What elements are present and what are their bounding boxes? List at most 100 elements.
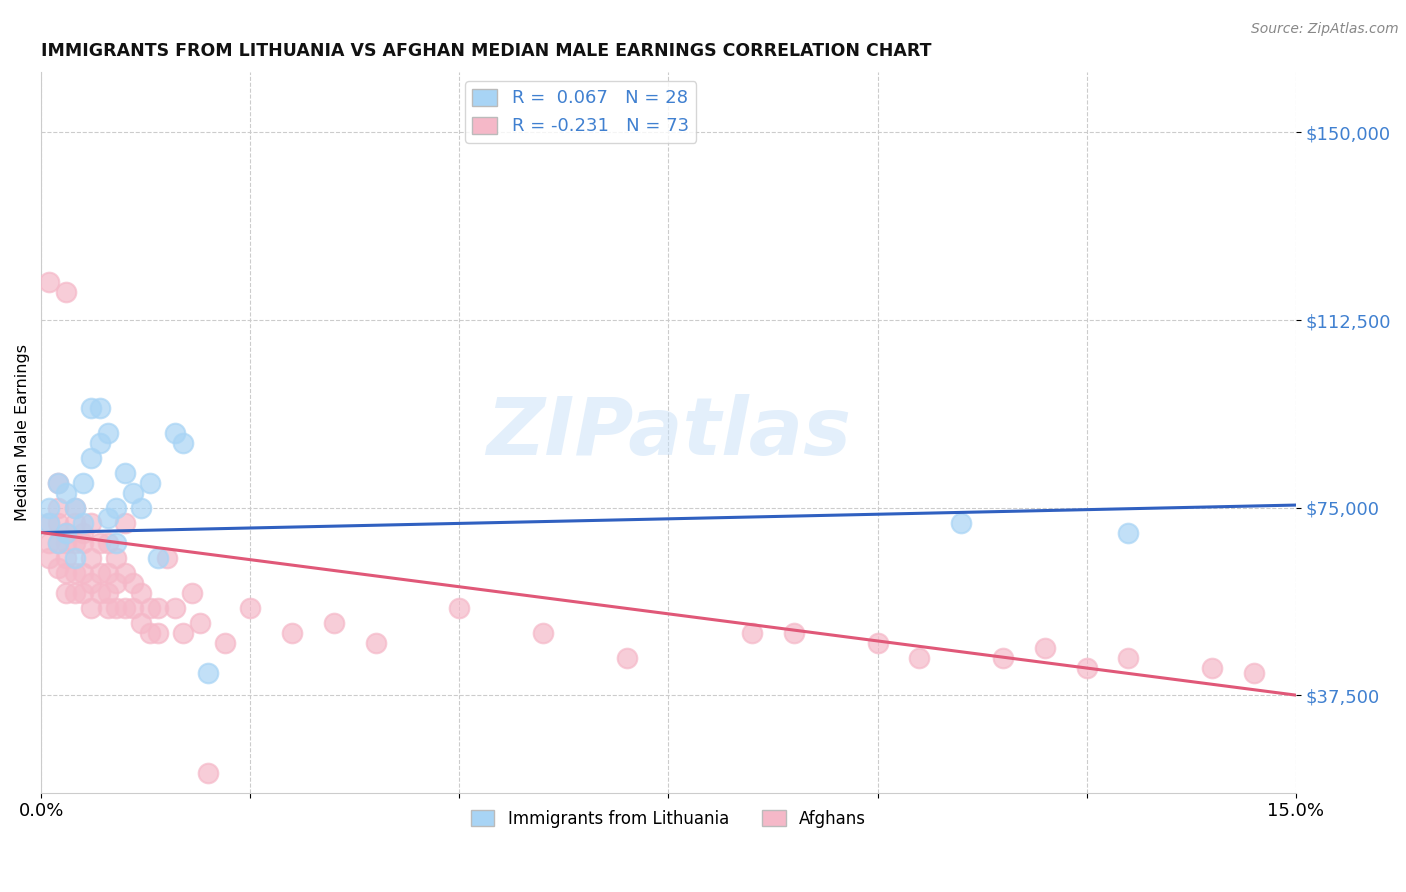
Point: [89, 401, 111, 415]
Point: [46, 516, 69, 530]
Point: [55, 585, 77, 599]
Point: [139, 475, 162, 490]
Point: [63, 566, 86, 580]
Point: [97, 600, 120, 615]
Point: [322, 615, 344, 630]
Point: [80, 450, 103, 465]
Point: [139, 600, 162, 615]
Point: [72, 535, 94, 549]
Point: [55, 525, 77, 540]
Point: [197, 765, 219, 780]
Point: [188, 615, 211, 630]
Point: [122, 575, 145, 590]
Point: [866, 635, 889, 649]
Point: [1243, 665, 1265, 680]
Point: [97, 535, 120, 549]
Point: [80, 600, 103, 615]
Point: [55, 525, 77, 540]
Point: [155, 550, 177, 565]
Point: [197, 665, 219, 680]
Point: [783, 625, 806, 640]
Point: [80, 575, 103, 590]
Point: [105, 550, 128, 565]
Point: [46, 475, 69, 490]
Point: [97, 585, 120, 599]
Point: [1201, 660, 1223, 674]
Point: [38, 276, 60, 290]
Y-axis label: Median Male Earnings: Median Male Earnings: [15, 344, 30, 521]
Point: [364, 635, 387, 649]
Point: [148, 625, 170, 640]
Point: [80, 401, 103, 415]
Point: [89, 566, 111, 580]
Point: [55, 485, 77, 500]
Point: [72, 525, 94, 540]
Point: [1076, 660, 1098, 674]
Point: [148, 600, 170, 615]
Point: [63, 500, 86, 515]
Point: [46, 535, 69, 549]
Point: [114, 466, 136, 480]
Point: [97, 425, 120, 440]
Point: [46, 535, 69, 549]
Point: [89, 585, 111, 599]
Point: [46, 500, 69, 515]
Point: [616, 650, 638, 665]
Point: [741, 625, 763, 640]
Point: [214, 635, 236, 649]
Point: [114, 600, 136, 615]
Point: [105, 600, 128, 615]
Text: Source: ZipAtlas.com: Source: ZipAtlas.com: [1251, 22, 1399, 37]
Point: [97, 510, 120, 524]
Point: [281, 625, 304, 640]
Point: [38, 516, 60, 530]
Point: [122, 485, 145, 500]
Text: ZIPatlas: ZIPatlas: [486, 393, 851, 472]
Point: [105, 575, 128, 590]
Point: [97, 566, 120, 580]
Point: [148, 550, 170, 565]
Point: [89, 535, 111, 549]
Point: [89, 435, 111, 450]
Point: [163, 600, 186, 615]
Point: [1118, 650, 1140, 665]
Point: [131, 615, 153, 630]
Point: [38, 550, 60, 565]
Point: [38, 535, 60, 549]
Point: [38, 516, 60, 530]
Point: [55, 550, 77, 565]
Point: [46, 475, 69, 490]
Point: [139, 625, 162, 640]
Point: [531, 625, 554, 640]
Point: [163, 425, 186, 440]
Point: [131, 585, 153, 599]
Point: [105, 535, 128, 549]
Point: [172, 435, 194, 450]
Point: [55, 535, 77, 549]
Point: [63, 550, 86, 565]
Point: [63, 500, 86, 515]
Point: [72, 475, 94, 490]
Legend: Immigrants from Lithuania, Afghans: Immigrants from Lithuania, Afghans: [464, 804, 873, 835]
Point: [131, 500, 153, 515]
Point: [55, 285, 77, 300]
Text: IMMIGRANTS FROM LITHUANIA VS AFGHAN MEDIAN MALE EARNINGS CORRELATION CHART: IMMIGRANTS FROM LITHUANIA VS AFGHAN MEDI…: [41, 42, 932, 60]
Point: [950, 516, 973, 530]
Point: [80, 516, 103, 530]
Point: [908, 650, 931, 665]
Point: [80, 550, 103, 565]
Point: [72, 585, 94, 599]
Point: [122, 600, 145, 615]
Point: [72, 516, 94, 530]
Point: [55, 566, 77, 580]
Point: [1033, 640, 1056, 655]
Point: [63, 585, 86, 599]
Point: [1118, 525, 1140, 540]
Point: [172, 625, 194, 640]
Point: [180, 585, 202, 599]
Point: [38, 500, 60, 515]
Point: [114, 566, 136, 580]
Point: [63, 516, 86, 530]
Point: [991, 650, 1014, 665]
Point: [46, 560, 69, 574]
